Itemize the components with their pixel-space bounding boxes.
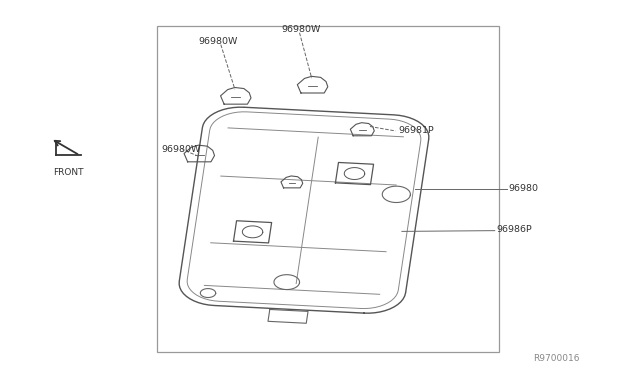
Text: 96980W: 96980W xyxy=(198,37,238,46)
Text: 96980W: 96980W xyxy=(282,25,321,34)
Text: 96986P: 96986P xyxy=(497,225,532,234)
Text: R9700016: R9700016 xyxy=(534,354,580,363)
Bar xyxy=(157,26,499,352)
Text: 96980W: 96980W xyxy=(161,145,201,154)
Text: FRONT: FRONT xyxy=(53,168,84,177)
Text: 96981P: 96981P xyxy=(398,126,434,135)
Text: 96980: 96980 xyxy=(509,184,539,193)
